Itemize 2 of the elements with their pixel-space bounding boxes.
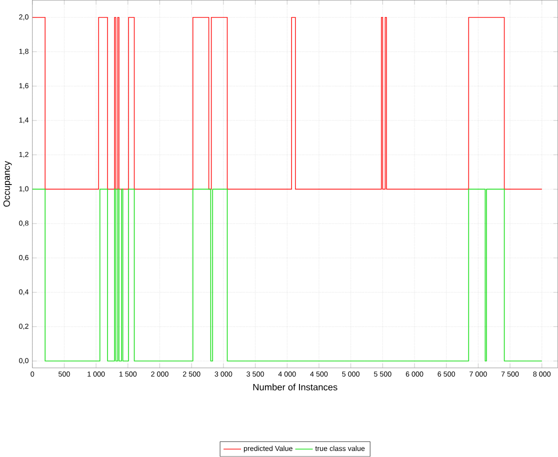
y-axis-title: Occupancy (3, 161, 12, 207)
x-axis-title: Number of Instances (253, 384, 338, 391)
